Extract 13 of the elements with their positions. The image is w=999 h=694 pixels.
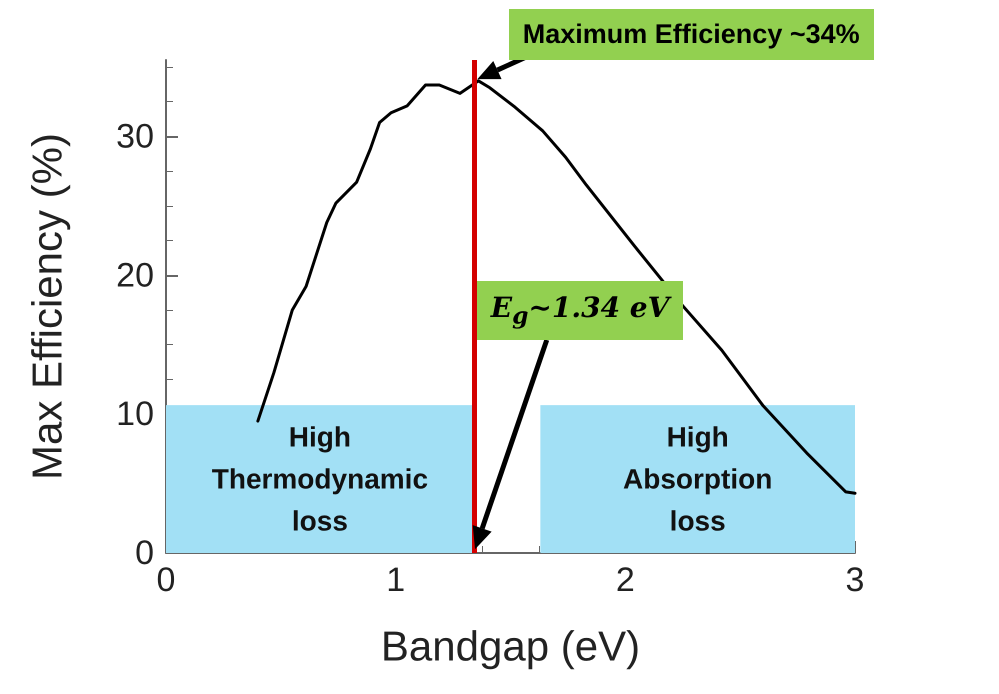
x-tick-label: 2 xyxy=(616,561,635,599)
band-label: High Absorption loss xyxy=(623,422,772,537)
y-tick-label: 10 xyxy=(116,395,154,434)
annotation: E$_{g}$~1.34 eV xyxy=(476,281,684,340)
y-tick-label: 20 xyxy=(116,256,154,294)
x-tick-label: 1 xyxy=(386,561,406,599)
annotation: Maximum Efficiency ~34% xyxy=(508,8,874,60)
band-label: High Thermodynamic loss xyxy=(212,422,428,537)
x-axis-title: Bandgap (eV) xyxy=(380,622,640,670)
x-tick-label: 3 xyxy=(846,561,864,599)
y-axis-title: Max Efficiency (%) xyxy=(24,133,70,480)
y-tick-label: 0 xyxy=(135,534,154,572)
y-tick-label: 30 xyxy=(116,117,154,156)
